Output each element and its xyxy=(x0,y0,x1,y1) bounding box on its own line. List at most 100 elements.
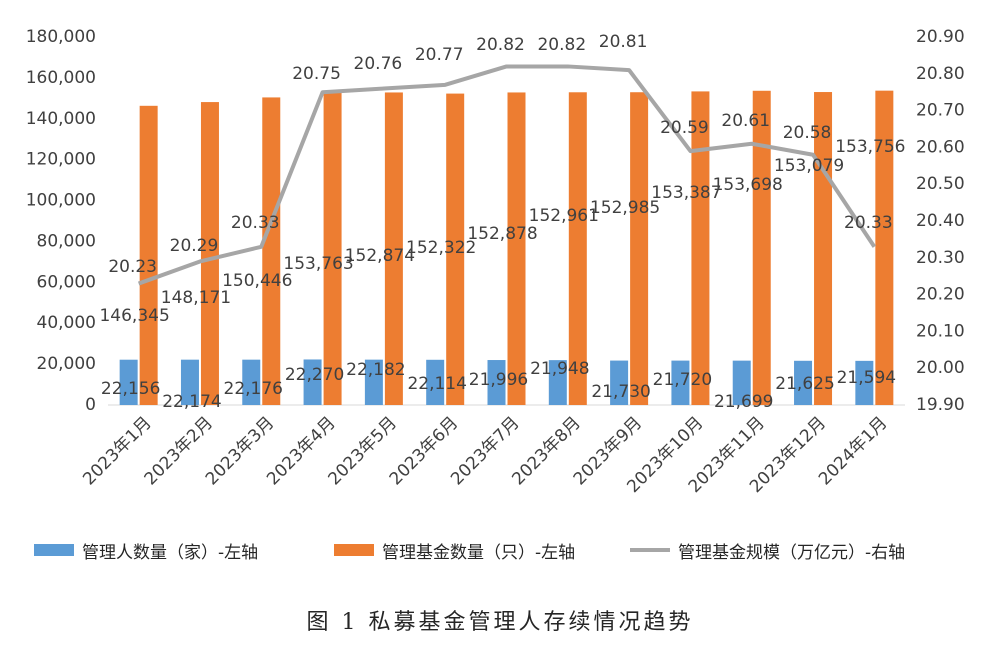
legend-label-managers: 管理人数量（家）-左轴 xyxy=(82,542,259,563)
left-axis-tick-label: 40,000 xyxy=(37,313,96,333)
left-axis-tick-label: 80,000 xyxy=(37,231,96,251)
bar-managers xyxy=(548,360,567,405)
bar-managers xyxy=(487,360,506,405)
right-axis: 19.90 20.00 20.10 20.20 20.30 20.40 20.50 20.60… xyxy=(916,27,965,415)
data-label-scale: 20.23 xyxy=(108,257,157,277)
bar-managers xyxy=(242,359,261,405)
data-label-scale: 20.61 xyxy=(721,111,770,131)
left-axis-tick-label: 60,000 xyxy=(37,272,96,292)
data-label-managers: 21,996 xyxy=(469,370,528,390)
right-axis-tick-label: 19.90 xyxy=(916,395,965,415)
bar-funds xyxy=(446,93,465,406)
scale-line-series xyxy=(137,64,877,286)
data-label-managers: 22,174 xyxy=(162,392,221,412)
bar-funds xyxy=(568,92,587,406)
bar-managers xyxy=(426,359,445,405)
right-axis-tick-label: 20.30 xyxy=(916,248,965,268)
right-axis-tick-label: 20.80 xyxy=(916,64,965,84)
bar-managers xyxy=(180,359,199,405)
data-label-managers: 22,156 xyxy=(101,379,160,399)
data-label-funds: 153,756 xyxy=(835,137,905,157)
data-label-funds: 153,698 xyxy=(713,175,783,195)
data-label-funds: 153,763 xyxy=(283,254,353,274)
data-label-scale: 20.59 xyxy=(660,118,709,138)
data-label-managers: 22,270 xyxy=(285,365,344,385)
right-axis-tick-label: 20.90 xyxy=(916,27,965,47)
data-label-funds: 148,171 xyxy=(161,288,231,308)
data-label-scale: 20.75 xyxy=(292,64,341,84)
data-label-scale: 20.76 xyxy=(354,54,403,74)
data-label-managers: 21,948 xyxy=(530,359,589,379)
bar-managers xyxy=(794,360,813,405)
bars xyxy=(119,90,894,406)
bar-funds xyxy=(752,90,771,405)
bar-funds xyxy=(262,97,281,405)
data-label-managers: 21,625 xyxy=(775,374,834,394)
right-axis-tick-label: 20.50 xyxy=(916,174,965,194)
data-label-managers: 22,176 xyxy=(224,379,283,399)
legend-item-scale: 管理基金规模（万亿元）-右轴 xyxy=(630,532,905,568)
data-label-scale: 20.81 xyxy=(599,32,648,52)
data-label-managers: 21,699 xyxy=(714,392,773,412)
legend-swatch-funds xyxy=(334,544,374,556)
legend-label-scale: 管理基金规模（万亿元）-右轴 xyxy=(678,542,906,563)
data-label-funds: 152,878 xyxy=(467,224,537,244)
bar-funds xyxy=(814,92,833,406)
bar-managers xyxy=(610,360,629,405)
data-label-funds: 152,985 xyxy=(590,198,660,218)
right-axis-tick-label: 20.70 xyxy=(916,101,965,121)
left-axis-tick-label: 160,000 xyxy=(26,68,96,88)
data-label-managers: 21,720 xyxy=(653,370,712,390)
left-axis-tick-label: 140,000 xyxy=(26,109,96,129)
data-label-scale: 20.33 xyxy=(844,213,893,233)
x-axis-ticks: 2023年1月2023年2月2023年3月2023年4月2023年5月2023年… xyxy=(79,413,891,497)
data-label-funds: 153,079 xyxy=(774,156,844,176)
data-label-scale: 20.82 xyxy=(476,35,525,55)
right-axis-tick-label: 20.40 xyxy=(916,211,965,231)
bar-funds xyxy=(630,92,649,406)
bar-managers xyxy=(855,360,874,405)
legend-label-funds: 管理基金数量（只）-左轴 xyxy=(382,542,576,563)
left-axis-tick-label: 20,000 xyxy=(37,354,96,374)
legend-swatch-managers xyxy=(34,544,74,556)
right-axis-tick-label: 20.00 xyxy=(916,358,965,378)
data-label-funds: 152,961 xyxy=(529,206,599,226)
scale-line xyxy=(137,64,877,286)
bar-managers xyxy=(119,359,138,405)
bar-managers xyxy=(671,360,690,405)
right-axis-tick-label: 20.10 xyxy=(916,321,965,341)
bar-funds xyxy=(323,90,342,406)
data-label-funds: 150,446 xyxy=(222,271,292,291)
bar-managers xyxy=(364,359,383,405)
data-label-scale: 20.82 xyxy=(537,35,586,55)
legend-item-managers: 管理人数量（家）-左轴 xyxy=(34,532,258,568)
data-label-scale: 20.77 xyxy=(415,45,464,65)
bar-managers xyxy=(303,359,322,405)
left-axis: 0 20,000 40,000 60,000 80,000 100,000 120,000 1… xyxy=(26,27,96,415)
chart: 0 20,000 40,000 60,000 80,000 100,000 120,000 1… xyxy=(26,27,965,497)
right-axis-tick-label: 20.20 xyxy=(916,285,965,305)
left-axis-tick-label: 100,000 xyxy=(26,191,96,211)
bar-managers xyxy=(732,360,751,405)
data-label-funds: 152,322 xyxy=(406,238,476,258)
left-axis-tick-label: 120,000 xyxy=(26,150,96,170)
data-label-scale: 20.33 xyxy=(231,213,280,233)
data-label-managers: 22,114 xyxy=(407,374,466,394)
left-axis-tick-label: 180,000 xyxy=(26,27,96,47)
data-label-scale: 20.58 xyxy=(783,123,832,143)
bar-funds xyxy=(875,90,894,405)
bar-funds xyxy=(691,91,710,405)
right-axis-tick-label: 20.60 xyxy=(916,137,965,157)
data-label-managers: 21,594 xyxy=(837,368,896,388)
bar-funds xyxy=(384,92,403,405)
data-labels: 22,156 146,345 20.23 22,174 148,171 20.29 22,1… xyxy=(99,32,905,412)
bar-funds xyxy=(200,102,219,405)
data-label-scale: 20.29 xyxy=(170,236,219,256)
bar-funds xyxy=(507,92,526,405)
data-label-funds: 153,387 xyxy=(651,183,721,203)
figure-caption: 图 1 私募基金管理人存续情况趋势 xyxy=(306,610,694,635)
legend-swatch-scale xyxy=(630,548,670,552)
data-label-funds: 152,874 xyxy=(345,246,415,266)
legend: 管理人数量（家）-左轴 管理基金数量（只）-左轴 管理基金规模（万亿元）-右轴 xyxy=(0,532,1000,568)
bar-funds xyxy=(139,105,158,405)
